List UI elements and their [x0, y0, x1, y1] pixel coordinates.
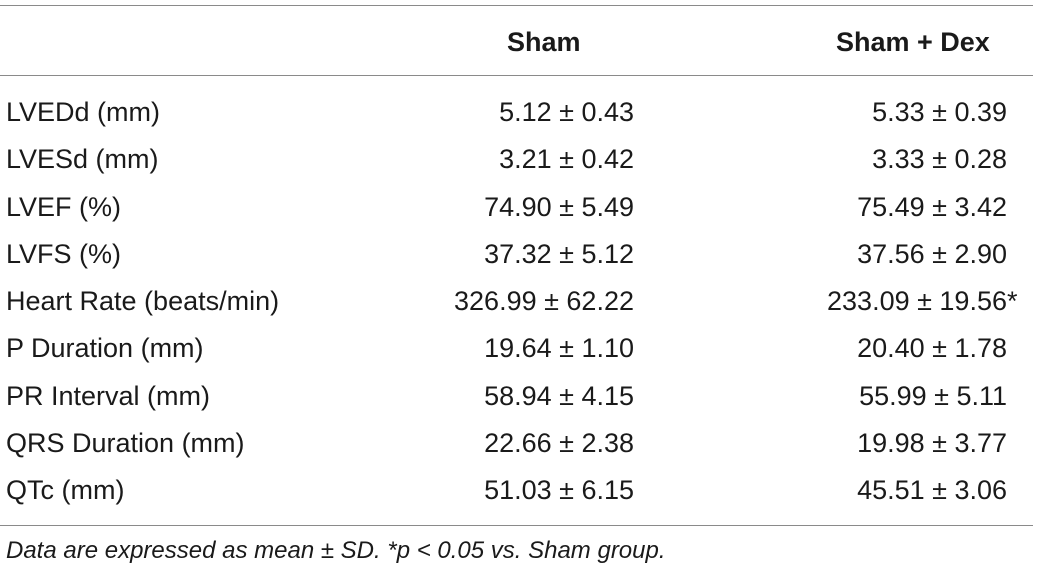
sham-dex-value-text: 3.33 ± 0.28	[872, 144, 1007, 175]
sham-dex-value: 20.40 ± 1.78	[800, 325, 1007, 372]
row-label: PR Interval (mm)	[6, 380, 211, 411]
sham-dex-value: 233.09 ± 19.56 *	[800, 278, 1018, 325]
row-label: P Duration (mm)	[6, 333, 204, 364]
table-row: LVFS (%) 37.32 ± 5.12 37.56 ± 2.90	[0, 231, 1039, 278]
row-label: LVEDd (mm)	[6, 97, 161, 127]
table-row: QRS Duration (mm) 22.66 ± 2.38 19.98 ± 3…	[0, 420, 1039, 467]
sham-dex-value-text: 19.98 ± 3.77	[857, 428, 1007, 459]
sham-value: 3.21 ± 0.42	[499, 144, 634, 175]
column-header-sham: Sham	[507, 27, 581, 57]
table-footnote: Data are expressed as mean ± SD. *p < 0.…	[6, 537, 666, 564]
row-label: LVEF (%)	[6, 191, 122, 222]
table-row: LVESd (mm) 3.21 ± 0.42 3.33 ± 0.28	[0, 136, 1039, 183]
sham-dex-value: 3.33 ± 0.28	[800, 136, 1007, 183]
sham-dex-value-text: 37.56 ± 2.90	[857, 238, 1007, 269]
sham-dex-value-text: 233.09 ± 19.56	[827, 286, 1007, 317]
sham-value: 58.94 ± 4.15	[484, 380, 634, 411]
row-label: QTc (mm)	[6, 475, 125, 506]
table-row: Heart Rate (beats/min) 326.99 ± 62.22 23…	[0, 278, 1039, 325]
sham-value: 74.90 ± 5.49	[484, 191, 634, 222]
row-label: QRS Duration (mm)	[6, 428, 245, 459]
table-row: PR Interval (mm) 58.94 ± 4.15 55.99 ± 5.…	[0, 373, 1039, 420]
table-body: LVEDd (mm) 5.12 ± 0.43 5.33 ± 0.39 LVESd…	[0, 89, 1039, 515]
table-header-rule	[0, 75, 1033, 76]
sham-dex-value-text: 55.99 ± 5.11	[859, 380, 1007, 411]
sham-value: 22.66 ± 2.38	[484, 428, 634, 459]
sham-dex-value: 55.99 ± 5.11	[800, 373, 1007, 420]
table-row: LVEF (%) 74.90 ± 5.49 75.49 ± 3.42	[0, 184, 1039, 231]
sham-dex-value: 19.98 ± 3.77	[800, 420, 1007, 467]
sham-value: 37.32 ± 5.12	[484, 238, 634, 269]
sham-dex-value: 5.33 ± 0.39	[800, 89, 1007, 136]
column-header-sham-dex: Sham + Dex	[836, 27, 990, 57]
sham-dex-value: 75.49 ± 3.42	[800, 184, 1007, 231]
sham-value: 19.64 ± 1.10	[484, 333, 634, 364]
sham-dex-value: 45.51 ± 3.06	[800, 467, 1007, 514]
row-label: LVFS (%)	[6, 238, 122, 269]
table-bottom-rule	[0, 525, 1033, 526]
sham-dex-value-text: 75.49 ± 3.42	[857, 191, 1007, 222]
table-top-rule	[0, 5, 1033, 6]
sham-value: 5.12 ± 0.43	[499, 97, 634, 127]
table-row: P Duration (mm) 19.64 ± 1.10 20.40 ± 1.7…	[0, 325, 1039, 372]
table-row: QTc (mm) 51.03 ± 6.15 45.51 ± 3.06	[0, 467, 1039, 514]
sham-dex-value-text: 45.51 ± 3.06	[857, 475, 1007, 506]
sham-dex-value: 37.56 ± 2.90	[800, 231, 1007, 278]
sham-dex-value-text: 5.33 ± 0.39	[872, 97, 1007, 127]
table-row: LVEDd (mm) 5.12 ± 0.43 5.33 ± 0.39	[0, 89, 1039, 136]
sham-value: 51.03 ± 6.15	[484, 475, 634, 506]
sham-dex-value-text: 20.40 ± 1.78	[857, 333, 1007, 364]
significance-mark: *	[1007, 286, 1018, 317]
row-label: LVESd (mm)	[6, 144, 159, 175]
row-label: Heart Rate (beats/min)	[6, 286, 280, 317]
sham-value: 326.99 ± 62.22	[454, 286, 634, 317]
